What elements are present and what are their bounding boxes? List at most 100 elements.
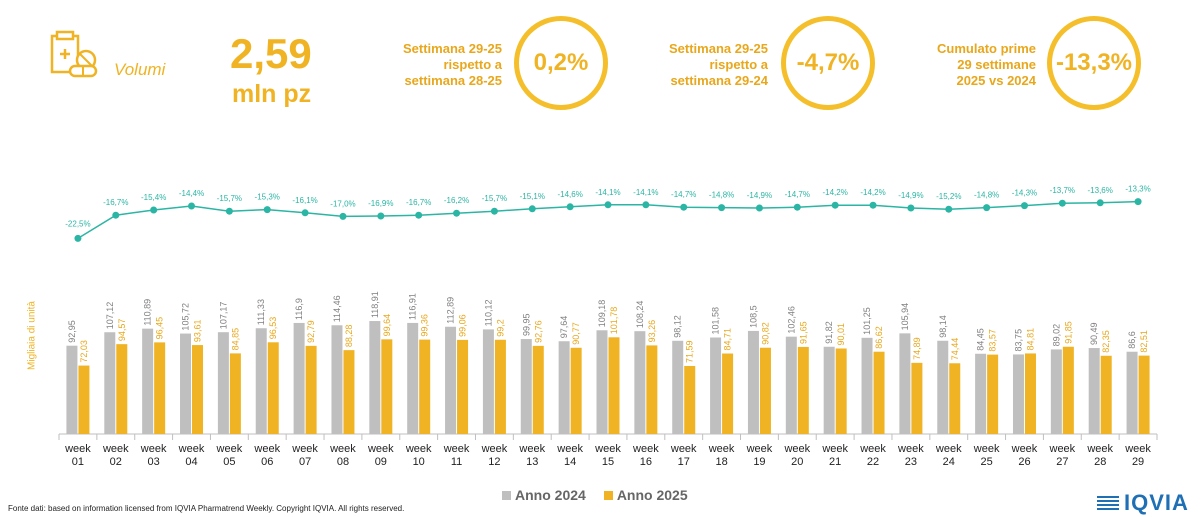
bar-2024 — [1088, 348, 1100, 434]
bar-2025 — [759, 347, 771, 434]
variation-point — [415, 211, 423, 219]
bar-2025 — [229, 353, 241, 434]
bar-label-2024: 112,89 — [446, 297, 456, 324]
variation-label: -16,7% — [406, 198, 431, 207]
bar-label-2024: 114,46 — [332, 295, 342, 322]
x-tick-label-word: week — [481, 443, 508, 455]
x-tick-label-number: 05 — [223, 456, 235, 468]
bar-2025 — [608, 337, 620, 434]
kpi-cumulative-value: -13,3% — [1047, 16, 1141, 110]
variation-point — [1134, 198, 1142, 206]
bar-label-2024: 101,25 — [862, 307, 872, 335]
legend-label-2025: Anno 2025 — [616, 487, 688, 503]
bar-label-2025: 72,03 — [79, 340, 89, 363]
x-tick-label-number: 17 — [678, 456, 690, 468]
x-tick-label-word: week — [632, 443, 659, 455]
variation-label: -15,1% — [520, 192, 545, 201]
bar-2024 — [596, 330, 608, 434]
variation-label: -15,3% — [255, 193, 280, 202]
variation-point — [490, 207, 498, 215]
bar-label-2024: 102,46 — [786, 306, 796, 334]
variation-point — [528, 205, 536, 213]
bar-label-2025: 91,65 — [798, 321, 808, 344]
kpi-unit: mln pz — [232, 80, 312, 108]
bar-label-2024: 110,12 — [483, 300, 493, 327]
variation-point — [793, 203, 801, 211]
x-tick-label-word: week — [1049, 443, 1076, 455]
x-tick-label-word: week — [64, 443, 91, 455]
variation-point — [604, 201, 612, 209]
bar-2024 — [482, 329, 494, 434]
iqvia-logo-mark — [1097, 496, 1119, 510]
bar-label-2024: 98,12 — [673, 315, 683, 338]
bar-2025 — [78, 365, 90, 434]
bar-label-2025: 96,45 — [155, 317, 165, 340]
variation-label: -16,1% — [292, 196, 317, 205]
variation-label: -14,9% — [747, 191, 772, 200]
kpi-text-line: Cumulato prime — [937, 41, 1036, 56]
variation-point — [188, 202, 196, 210]
bar-label-2024: 98,14 — [938, 315, 948, 338]
bar-label-2024: 84,45 — [976, 328, 986, 351]
bar-2025 — [1138, 355, 1150, 434]
x-tick-label-word: week — [859, 443, 886, 455]
x-tick-label-word: week — [140, 443, 167, 455]
x-tick-label-number: 20 — [791, 456, 803, 468]
legend-swatch-2025 — [603, 490, 613, 500]
variation-label: -14,1% — [595, 188, 620, 197]
bar-label-2025: 90,77 — [571, 322, 581, 345]
bar-2025 — [457, 339, 469, 434]
bar-2025 — [116, 344, 128, 434]
variation-label: -15,7% — [482, 194, 507, 203]
x-tick-label-number: 11 — [451, 456, 462, 468]
variation-point — [112, 211, 120, 219]
kpi-text-line: settimana 28-25 — [404, 73, 502, 88]
x-tick-label-word: week — [253, 443, 280, 455]
iqvia-logo-text: IQVIA — [1124, 490, 1189, 515]
bar-label-2024: 90,49 — [1089, 323, 1099, 346]
bar-2025 — [1062, 346, 1074, 434]
bar-label-2024: 118,91 — [370, 291, 380, 318]
variation-point — [983, 204, 991, 212]
bar-label-2025: 99,06 — [458, 314, 468, 337]
bar-label-2024: 105,72 — [181, 303, 191, 331]
bar-label-2025: 99,64 — [382, 314, 392, 337]
bar-label-2025: 86,62 — [874, 326, 884, 349]
kpi-text-line: rispetto a — [709, 57, 768, 72]
variation-point — [718, 204, 726, 212]
x-tick-label-number: 01 — [72, 456, 84, 468]
bar-2024 — [937, 340, 949, 434]
bar-2024 — [1012, 354, 1024, 434]
bar-label-2024: 83,75 — [1013, 329, 1023, 352]
variation-label: -22,5% — [65, 219, 90, 228]
bar-label-2025: 92,76 — [533, 320, 543, 343]
x-tick-label-number: 03 — [148, 456, 160, 468]
bar-2024 — [142, 328, 154, 434]
bar-label-2025: 71,59 — [685, 340, 695, 363]
variation-point — [680, 203, 688, 211]
kpi-text-line: 29 settimane — [957, 57, 1036, 72]
x-tick-label-word: week — [556, 443, 583, 455]
bar-2024 — [331, 325, 343, 434]
variation-point — [755, 204, 763, 212]
variation-point — [831, 201, 839, 209]
bar-label-2025: 84,85 — [230, 328, 240, 351]
bar-label-2024: 110,89 — [143, 299, 153, 326]
x-tick-label-number: 18 — [715, 456, 727, 468]
bar-label-2024: 107,17 — [218, 302, 228, 330]
bar-2024 — [975, 353, 987, 434]
bar-label-2024: 99,95 — [521, 314, 531, 337]
variation-label: -13,3% — [1125, 185, 1150, 194]
kpi-value: 2,59 — [230, 30, 312, 77]
x-tick-label-word: week — [329, 443, 356, 455]
bar-2024 — [899, 333, 911, 434]
bar-2025 — [192, 345, 204, 434]
kpi-text-line: 2025 vs 2024 — [956, 73, 1036, 88]
bar-2024 — [445, 326, 457, 434]
bar-label-2025: 90,82 — [760, 322, 770, 345]
bar-label-2025: 83,57 — [988, 329, 998, 352]
bar-label-2024: 89,02 — [1051, 324, 1061, 347]
bar-2025 — [646, 345, 658, 434]
x-tick-label-word: week — [518, 443, 545, 455]
bar-2024 — [520, 339, 532, 434]
